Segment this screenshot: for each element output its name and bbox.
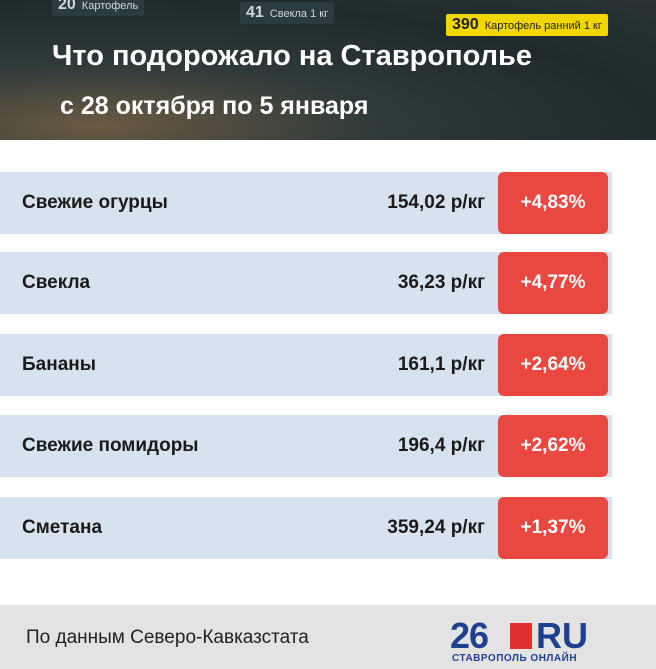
product-price: 154,02 р/кг [387,192,485,213]
product-name: Свекла [22,272,91,293]
header: 20 Картофель 41 Свекла 1 кг 390 Картофель р… [0,0,656,140]
price-tag: 390 Картофель ранний 1 кг [446,14,608,36]
tag-number: 20 [58,0,76,13]
price-change: +2,62% [498,415,608,477]
product-price: 359,24 р/кг [387,517,485,538]
price-change: +1,37% [498,497,608,559]
price-change: +4,77% [498,252,608,314]
table-row: Сметана 359,24 р/кг +1,37% [0,497,612,559]
tag-number: 41 [246,4,264,21]
logo-tagline: СТАВРОПОЛЬ ОНЛАЙН [452,653,578,664]
price-change: +2,64% [498,334,608,396]
subtitle: с 28 октября по 5 января [60,92,369,120]
product-price: 196,4 р/кг [397,435,485,456]
product-price: 161,1 р/кг [397,354,485,375]
table-row: Свежие помидоры 196,4 р/кг +2,62% [0,415,612,477]
table-row: Свекла 36,23 р/кг +4,77% [0,252,612,314]
logo-number: 26 [450,615,489,656]
table-row: Бананы 161,1 р/кг +2,64% [0,334,612,396]
tag-number: 390 [452,16,479,33]
tag-label: Картофель ранний 1 кг [484,20,602,32]
tag-label: Картофель [81,0,139,12]
table-row: Свежие огурцы 154,02 р/кг +4,83% [0,172,612,234]
logo-square [510,623,532,649]
product-name: Свежие помидоры [22,435,199,456]
product-name: Сметана [22,517,103,538]
price-tag: 20 Картофель [52,0,145,16]
logo-domain: RU [536,615,588,656]
tag-label: Свекла 1 кг [269,8,329,20]
product-name: Свежие огурцы [22,192,168,213]
source: По данным Северо-Кавказстата [26,627,309,648]
title: Что подорожало на Ставрополье [52,40,532,72]
logo: 26 RU СТАВРОПОЛЬ ОНЛАЙН [450,615,610,665]
price-tag: 41 Свекла 1 кг [240,2,335,24]
product-name: Бананы [22,354,96,375]
product-price: 36,23 р/кг [397,272,485,293]
footer: По данным Северо-Кавказстата 26 RU СТАВР… [0,605,656,669]
price-change: +4,83% [498,172,608,234]
